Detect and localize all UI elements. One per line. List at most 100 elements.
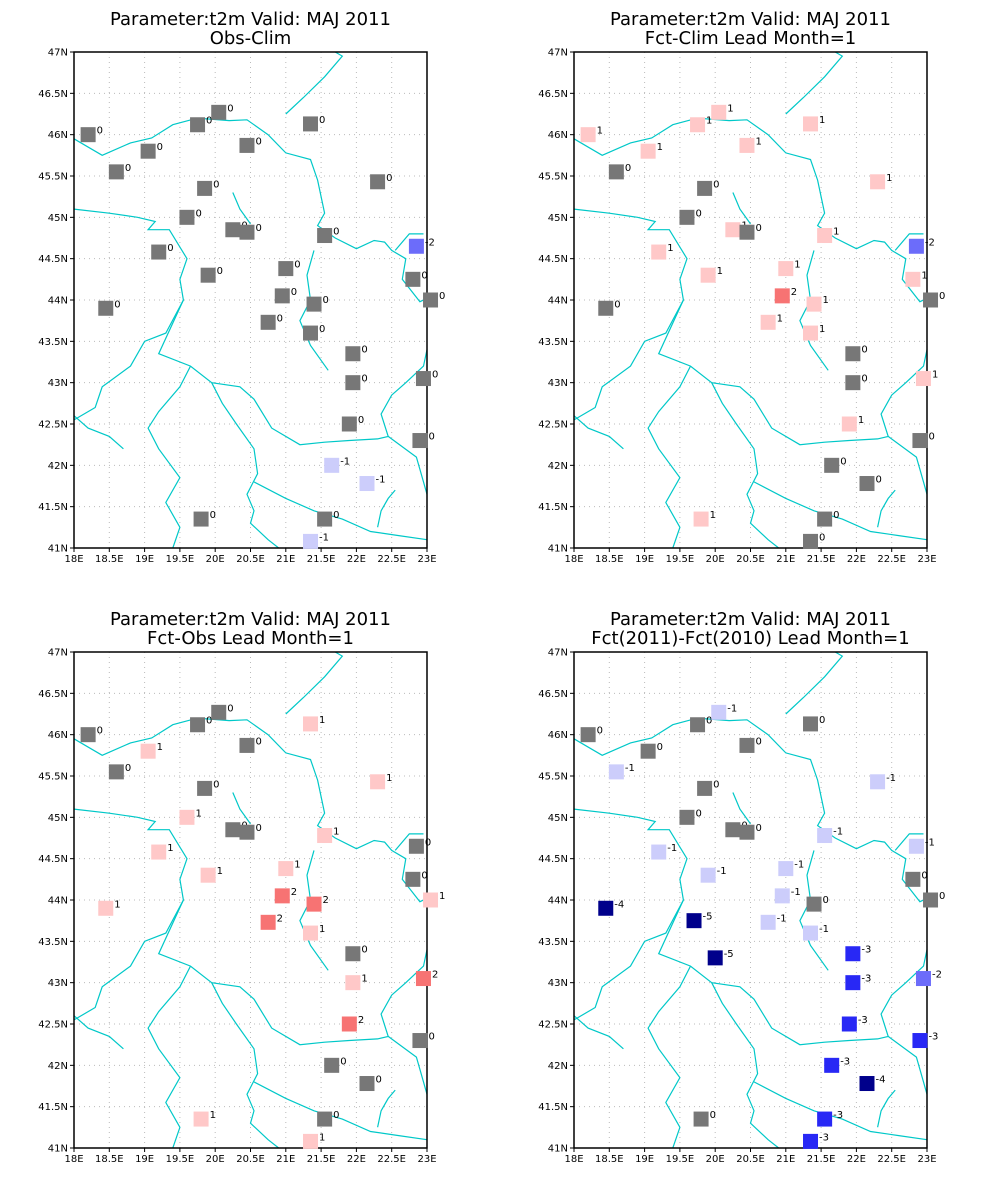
station-value-label: -3 [861,974,871,985]
station-value-label: -1 [667,843,677,854]
lon-tick-label: 21.5E [307,554,336,565]
boundary-line [785,51,844,115]
station-value-label: -5 [703,912,713,923]
lat-tick-label: 42.5N [38,420,68,431]
lon-tick-label: 20E [706,1154,725,1165]
lon-tick-label: 19E [635,1154,654,1165]
boundary-line [232,792,251,825]
station-marker [415,371,431,387]
station-marker [260,314,276,330]
station-value-label: 1 [717,266,723,277]
boundary-line [73,1015,124,1050]
station-value-label: 0 [97,126,103,137]
station-value-label: 0 [421,270,427,281]
station-marker [80,127,96,143]
station-marker [260,914,276,930]
boundary-line [387,1035,428,1095]
station-marker [725,822,741,838]
lat-tick-label: 41N [548,544,568,555]
boundary-line [232,192,251,225]
station-marker [679,209,695,225]
station-value-label: 1 [794,260,800,271]
station-marker [859,476,875,492]
station-value-label: -4 [614,899,624,910]
lat-tick-label: 41.5N [538,1102,568,1113]
station-marker [225,822,241,838]
station-marker [408,238,424,254]
boundary-line [377,489,396,528]
station-value-label: -3 [819,1132,829,1143]
station-value-label: 0 [213,179,219,190]
station-marker [774,888,790,904]
lon-tick-label: 20.5E [736,1154,765,1165]
panel-title-line2: Fct-Clim Lead Month=1 [645,28,857,49]
lat-tick-label: 44N [548,896,568,907]
lat-tick-label: 45N [48,813,68,824]
station-marker [317,228,333,244]
station-value-label: -3 [858,1015,868,1026]
station-value-label: 1 [727,103,733,114]
lon-tick-label: 21E [776,1154,795,1165]
station-value-label: -1 [819,924,829,935]
boundary-line [799,850,829,971]
lon-tick-label: 21E [276,1154,295,1165]
station-marker [415,971,431,987]
boundary-line [377,1089,396,1128]
station-marker [190,117,206,133]
station-value-label: -1 [791,887,801,898]
station-marker [303,533,319,549]
lat-tick-label: 45.5N [538,172,568,183]
station-marker [908,838,924,854]
station-value-label: 0 [833,510,839,521]
station-value-label: 0 [432,370,438,381]
station-marker [693,1111,709,1127]
lat-tick-label: 42.5N [38,1020,68,1031]
station-value-label: 0 [333,1110,339,1121]
station-value-label: -5 [724,949,734,960]
lat-tick-label: 44.5N [38,254,68,265]
station-value-label: 0 [614,299,620,310]
station-marker [640,743,656,759]
lon-tick-label: 22.5E [877,1154,906,1165]
station-marker [711,704,727,720]
station-marker [824,1057,840,1073]
lon-tick-label: 20.5E [736,554,765,565]
lat-tick-label: 42N [48,1061,68,1072]
station-value-label: 0 [375,1075,381,1086]
station-value-label: 2 [323,895,329,906]
station-marker [306,896,322,912]
station-marker [651,844,667,860]
boundary-line [753,1081,928,1141]
station-value-label: 0 [819,532,825,543]
station-marker [211,704,227,720]
station-marker [711,104,727,120]
boundary-line [877,489,896,528]
lon-tick-label: 22.5E [877,554,906,565]
lat-tick-label: 43N [48,978,68,989]
station-marker [608,164,624,180]
boundary-line [147,965,192,1149]
station-marker [598,900,614,916]
boundary-line [573,415,624,450]
station-marker [200,267,216,283]
lon-tick-label: 18.5E [595,554,624,565]
station-marker [341,416,357,432]
boundary-line [573,808,688,1021]
boundary-line [299,250,329,371]
station-marker [151,244,167,260]
station-marker [803,1133,819,1149]
station-value-label: 1 [597,126,603,137]
station-value-label: 1 [333,827,339,838]
station-marker [306,296,322,312]
lat-tick-label: 44.5N [38,854,68,865]
station-marker [908,238,924,254]
station-marker [370,174,386,190]
station-value-label: 0 [755,823,761,834]
lat-tick-label: 46.5N [538,89,568,100]
station-marker [608,764,624,780]
station-value-label: 0 [425,837,431,848]
station-marker [778,261,794,277]
station-value-label: 0 [823,895,829,906]
